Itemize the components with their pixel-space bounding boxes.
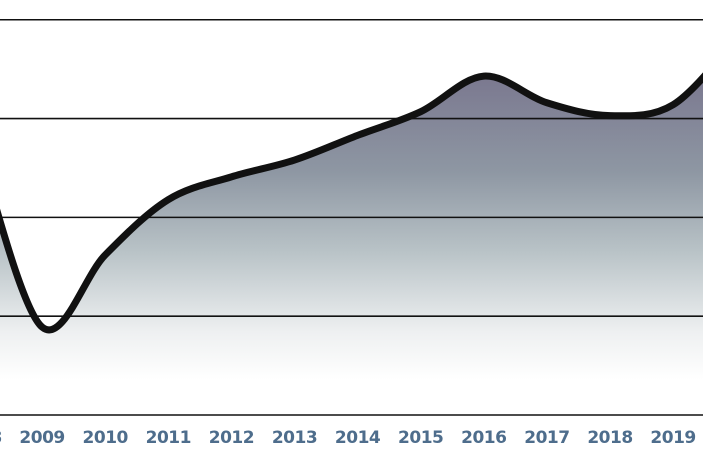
x-tick-label: 2019 — [650, 428, 695, 448]
x-tick-label: 2009 — [19, 428, 64, 448]
area-fill — [0, 76, 703, 415]
x-tick-label: 2011 — [146, 428, 191, 448]
x-tick-label: 2014 — [335, 428, 381, 448]
x-tick-label: 2018 — [587, 428, 632, 448]
x-tick-label: 2016 — [461, 428, 506, 448]
x-tick-label: 2013 — [272, 428, 317, 448]
x-tick-label: 2012 — [209, 428, 254, 448]
x-tick-label: 2015 — [398, 428, 443, 448]
x-tick-label: 2008 — [0, 428, 2, 448]
x-tick-label: 2010 — [83, 428, 129, 448]
plot-area: 2008 2009 2010 2011 2012 2013 2014 2015 2016 2017… — [0, 18, 703, 448]
line — [0, 72, 703, 334]
x-tick-label: 2017 — [524, 428, 569, 448]
